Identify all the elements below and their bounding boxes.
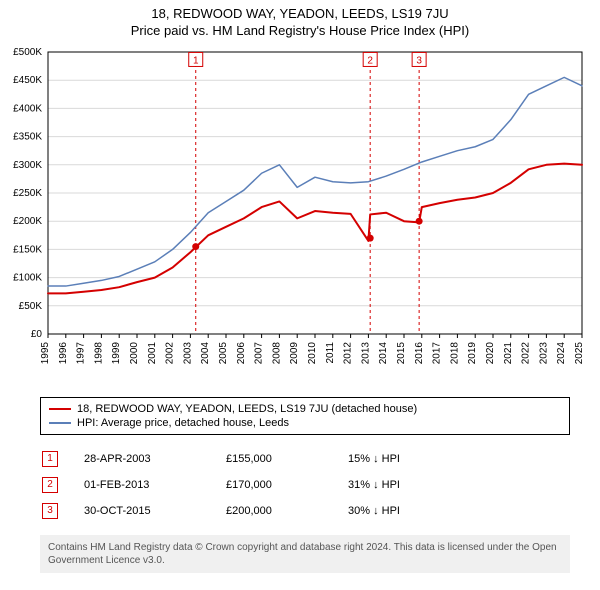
legend-label: HPI: Average price, detached house, Leed… <box>77 417 289 429</box>
x-tick-label: 2011 <box>325 342 336 364</box>
x-tick-label: 2021 <box>503 342 514 365</box>
title-sub: Price paid vs. HM Land Registry's House … <box>0 23 600 38</box>
x-tick-label: 1995 <box>40 342 51 365</box>
disclaimer: Contains HM Land Registry data © Crown c… <box>40 535 570 573</box>
x-tick-label: 2001 <box>147 342 158 365</box>
x-tick-label: 2017 <box>432 342 443 365</box>
marker-row: 2 01-FEB-2013£170,00031% ↓ HPI <box>42 473 400 497</box>
marker-badge: 2 <box>42 477 58 493</box>
plot-area: £0 £50K £100K £150K £200K £250K £300K £350K £400… <box>0 44 600 389</box>
marker-price: £155,000 <box>226 447 346 471</box>
x-tick-label: 2010 <box>307 342 318 365</box>
marker-date: 28-APR-2003 <box>84 447 224 471</box>
x-tick-label: 2020 <box>485 342 496 365</box>
marker-price: £200,000 <box>226 499 346 523</box>
marker-badge-num: 3 <box>416 55 422 66</box>
x-tick-label: 2016 <box>414 342 425 365</box>
marker-delta: 31% ↓ HPI <box>348 473 400 497</box>
chart-svg: £0 £50K £100K £150K £200K £250K £300K £350K £400… <box>0 44 600 384</box>
y-tick-label: £450K <box>13 75 42 86</box>
x-tick-label: 2003 <box>182 342 193 365</box>
title-main: 18, REDWOOD WAY, YEADON, LEEDS, LS19 7JU <box>0 6 600 21</box>
chart-container: 18, REDWOOD WAY, YEADON, LEEDS, LS19 7JU… <box>0 0 600 573</box>
x-tick-label: 2012 <box>343 342 354 365</box>
marker-delta: 15% ↓ HPI <box>348 447 400 471</box>
marker-dot <box>192 243 199 250</box>
marker-row: 3 30-OCT-2015£200,00030% ↓ HPI <box>42 499 400 523</box>
x-tick-label: 2006 <box>236 342 247 365</box>
x-tick-label: 2022 <box>521 342 532 365</box>
x-tick-label: 2009 <box>289 342 300 365</box>
marker-badge-num: 2 <box>367 55 373 66</box>
x-tick-label: 2007 <box>254 342 265 365</box>
x-tick-label: 2024 <box>556 342 567 365</box>
marker-badge-num: 1 <box>193 55 199 66</box>
marker-dot <box>416 218 423 225</box>
marker-badge: 1 <box>42 451 58 467</box>
x-tick-label: 2018 <box>449 342 460 365</box>
x-tick-label: 2025 <box>574 342 585 365</box>
legend-row: 18, REDWOOD WAY, YEADON, LEEDS, LS19 7JU… <box>49 402 561 416</box>
x-tick-label: 1998 <box>93 342 104 365</box>
marker-badge: 3 <box>42 503 58 519</box>
y-tick-label: £500K <box>13 47 42 58</box>
x-tick-label: 2008 <box>271 342 282 365</box>
y-tick-label: £100K <box>13 273 42 284</box>
legend-label: 18, REDWOOD WAY, YEADON, LEEDS, LS19 7JU… <box>77 403 417 415</box>
markers-table: 1 28-APR-2003£155,00015% ↓ HPI 2 01-FEB-201… <box>40 445 402 525</box>
x-tick-label: 2004 <box>200 342 211 365</box>
marker-date: 30-OCT-2015 <box>84 499 224 523</box>
x-tick-label: 2013 <box>360 342 371 365</box>
x-tick-label: 2005 <box>218 342 229 365</box>
x-tick-label: 2015 <box>396 342 407 365</box>
legend-box: 18, REDWOOD WAY, YEADON, LEEDS, LS19 7JU… <box>40 397 570 435</box>
y-tick-label: £150K <box>13 244 42 255</box>
x-tick-label: 2014 <box>378 342 389 365</box>
x-tick-label: 2019 <box>467 342 478 365</box>
legend-swatch <box>49 408 71 410</box>
x-tick-label: 1997 <box>76 342 87 365</box>
y-tick-label: £400K <box>13 103 42 114</box>
y-tick-label: £300K <box>13 160 42 171</box>
x-tick-label: 1999 <box>111 342 122 365</box>
y-tick-label: £350K <box>13 132 42 143</box>
x-tick-label: 1996 <box>58 342 69 365</box>
legend-row: HPI: Average price, detached house, Leed… <box>49 416 561 430</box>
marker-delta: 30% ↓ HPI <box>348 499 400 523</box>
x-tick-label: 2002 <box>165 342 176 365</box>
x-tick-label: 2023 <box>538 342 549 365</box>
legend-swatch <box>49 422 71 424</box>
y-tick-label: £50K <box>19 301 43 312</box>
y-tick-label: £0 <box>31 329 43 340</box>
marker-dot <box>367 235 374 242</box>
x-tick-label: 2000 <box>129 342 140 365</box>
titles: 18, REDWOOD WAY, YEADON, LEEDS, LS19 7JU… <box>0 0 600 38</box>
marker-date: 01-FEB-2013 <box>84 473 224 497</box>
y-tick-label: £250K <box>13 188 42 199</box>
marker-row: 1 28-APR-2003£155,00015% ↓ HPI <box>42 447 400 471</box>
marker-price: £170,000 <box>226 473 346 497</box>
y-tick-label: £200K <box>13 216 42 227</box>
